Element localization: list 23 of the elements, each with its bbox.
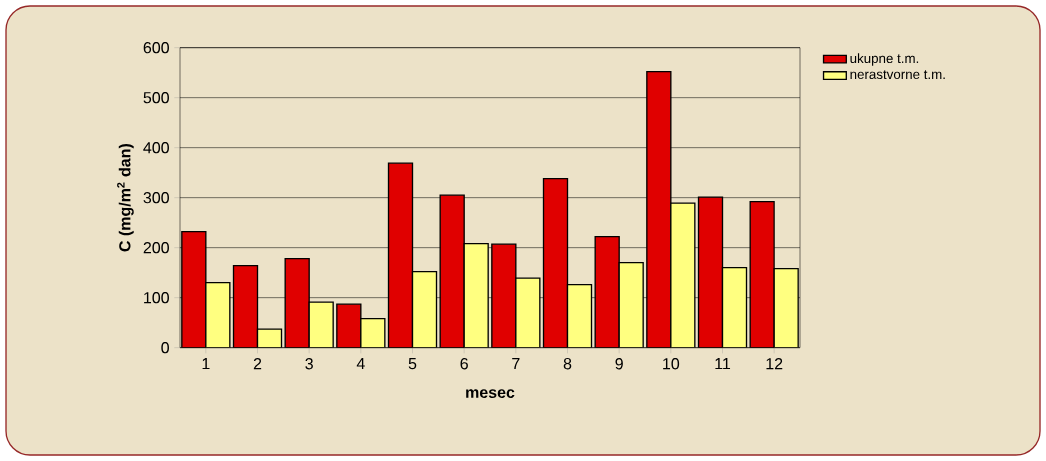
x-tick-label: 8 [563, 358, 572, 370]
y-tick-label: 200 [143, 242, 169, 254]
legend-label: nerastvorne t.m. [850, 70, 945, 79]
x-tick-label: 2 [253, 358, 262, 370]
x-axis-title: mesec [466, 389, 515, 398]
y-axis-title: C (mg/m$^{2}$ dan) [117, 144, 134, 252]
x-tick-label: 7 [512, 358, 520, 370]
x-tick-label: 4 [356, 358, 365, 370]
x-tick-label: 6 [460, 358, 468, 370]
x-tick-label: 3 [305, 358, 313, 370]
y-tick-label: 0 [161, 342, 169, 354]
x-tick-label: 11 [715, 358, 731, 370]
y-tick-label: 300 [143, 192, 169, 204]
y-tick-label: 500 [143, 92, 169, 104]
x-tick-label: 5 [408, 358, 417, 370]
legend-label: ukupne t.m. [850, 53, 919, 66]
x-tick-label: 1 [202, 358, 210, 370]
y-tick-label: 100 [144, 292, 169, 304]
y-tick-label: 600 [143, 42, 169, 54]
x-tick-label: 9 [615, 358, 623, 370]
x-tick-label: 12 [766, 358, 783, 370]
y-tick-label: 400 [143, 142, 169, 154]
x-tick-label: 10 [663, 358, 680, 370]
